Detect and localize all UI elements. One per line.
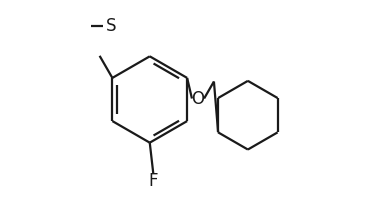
Text: O: O xyxy=(191,90,204,107)
Text: F: F xyxy=(149,172,158,190)
Text: S: S xyxy=(106,17,117,35)
